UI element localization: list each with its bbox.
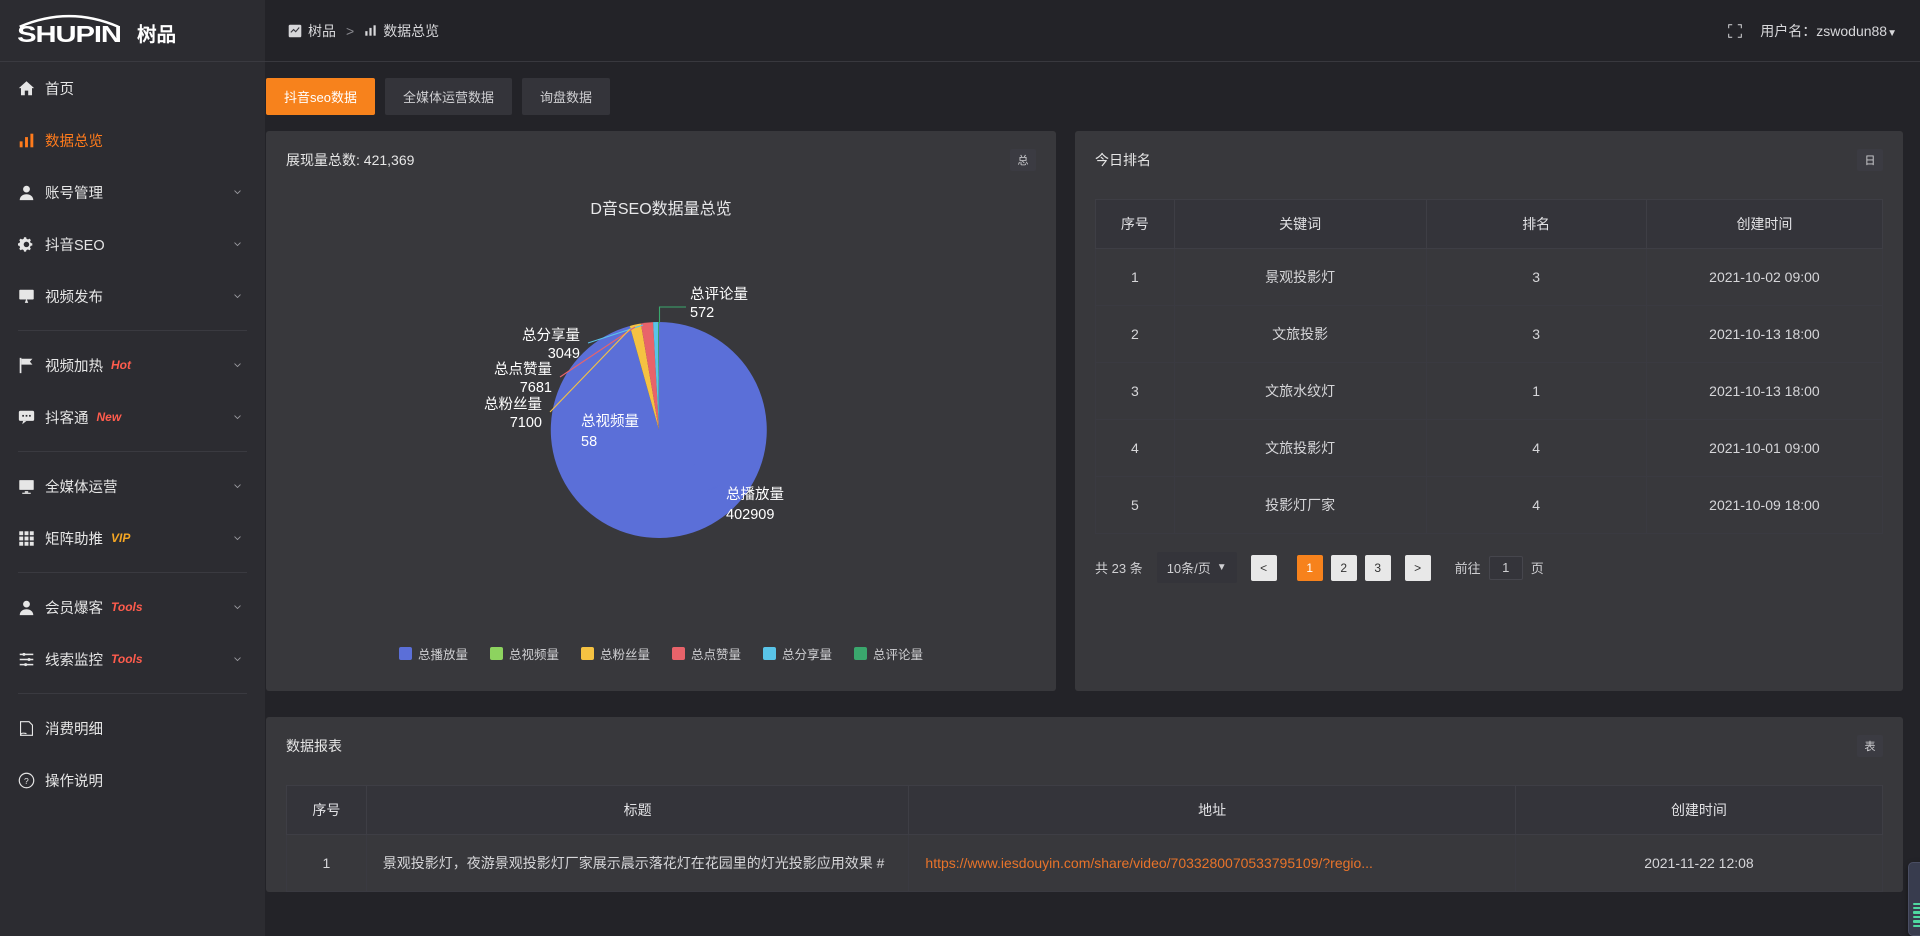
svg-text:总评论量: 总评论量 xyxy=(690,286,748,303)
svg-text:58: 58 xyxy=(581,434,597,450)
svg-text:树品: 树品 xyxy=(137,23,176,46)
svg-text:总点赞量: 总点赞量 xyxy=(494,361,552,378)
svg-text:3049: 3049 xyxy=(548,346,580,362)
svg-text:?: ? xyxy=(24,775,29,785)
svg-text:总分享量: 总分享量 xyxy=(522,327,580,344)
svg-text:7681: 7681 xyxy=(520,380,552,396)
svg-text:总粉丝量: 总粉丝量 xyxy=(484,396,542,413)
svg-text:SHUPIN: SHUPIN xyxy=(18,21,121,47)
svg-text:402909: 402909 xyxy=(726,507,774,523)
svg-text:总播放量: 总播放量 xyxy=(726,486,784,503)
svg-text:7100: 7100 xyxy=(510,415,542,431)
svg-text:572: 572 xyxy=(690,305,714,321)
svg-text:总视频量: 总视频量 xyxy=(581,413,639,430)
